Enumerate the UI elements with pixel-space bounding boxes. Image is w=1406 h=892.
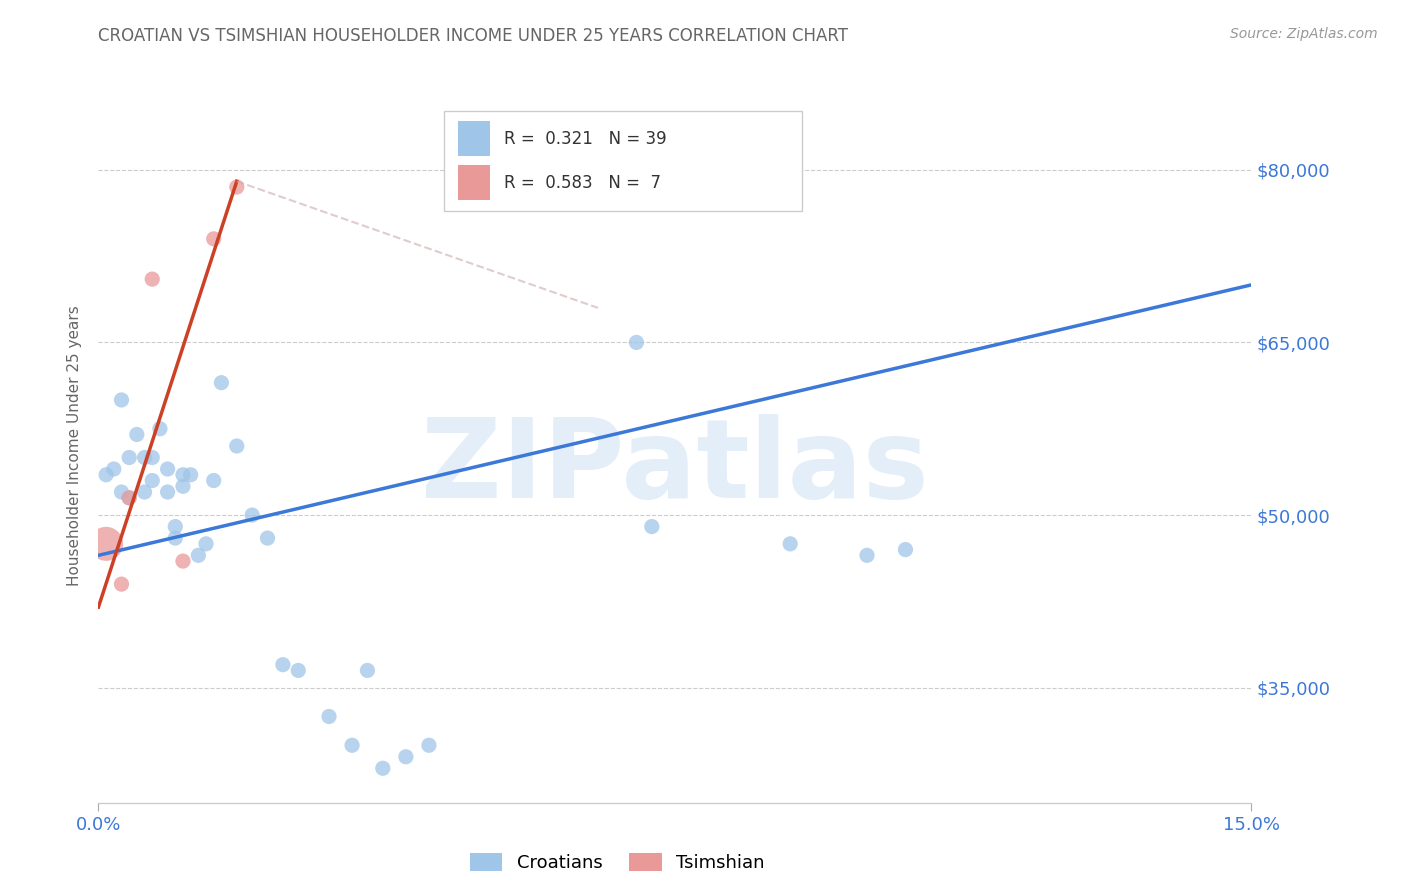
Point <box>156 485 179 500</box>
Point <box>118 491 141 505</box>
Point <box>165 531 187 545</box>
Point <box>209 376 232 390</box>
Point <box>271 657 294 672</box>
Point <box>118 450 141 465</box>
Text: R =  0.583   N =  7: R = 0.583 N = 7 <box>505 174 661 192</box>
Point <box>172 479 194 493</box>
Point <box>195 537 218 551</box>
Point <box>110 392 132 407</box>
Point <box>256 531 278 545</box>
Legend: Croatians, Tsimshian: Croatians, Tsimshian <box>463 846 772 880</box>
Point <box>110 577 132 591</box>
Bar <box>458 121 491 156</box>
Point <box>110 485 132 500</box>
Point <box>94 537 117 551</box>
Point <box>856 549 879 563</box>
Point <box>418 738 440 752</box>
Text: ZIPatlas: ZIPatlas <box>420 414 929 521</box>
Point <box>172 554 194 568</box>
Point <box>240 508 263 522</box>
Text: Source: ZipAtlas.com: Source: ZipAtlas.com <box>1230 27 1378 41</box>
Bar <box>458 165 491 200</box>
Point <box>187 549 209 563</box>
Point <box>118 491 141 505</box>
Point <box>94 467 117 482</box>
Point <box>225 439 247 453</box>
FancyBboxPatch shape <box>444 111 801 211</box>
Point <box>165 519 187 533</box>
Point <box>125 427 148 442</box>
Point <box>134 485 156 500</box>
Point <box>202 232 225 246</box>
Point <box>641 519 664 533</box>
Point <box>340 738 363 752</box>
Point <box>149 422 172 436</box>
Text: R =  0.321   N = 39: R = 0.321 N = 39 <box>505 129 666 147</box>
Point <box>141 272 163 286</box>
Y-axis label: Householder Income Under 25 years: Householder Income Under 25 years <box>67 306 83 586</box>
Point <box>356 664 378 678</box>
Point <box>156 462 179 476</box>
Point <box>318 709 340 723</box>
Text: CROATIAN VS TSIMSHIAN HOUSEHOLDER INCOME UNDER 25 YEARS CORRELATION CHART: CROATIAN VS TSIMSHIAN HOUSEHOLDER INCOME… <box>98 27 848 45</box>
Point <box>180 467 202 482</box>
Point <box>626 335 648 350</box>
Point <box>141 474 163 488</box>
Point <box>287 664 309 678</box>
Point <box>894 542 917 557</box>
Point <box>202 474 225 488</box>
Point <box>225 180 247 194</box>
Point <box>371 761 394 775</box>
Point <box>395 749 418 764</box>
Point <box>779 537 801 551</box>
Point <box>134 450 156 465</box>
Point <box>103 462 125 476</box>
Point <box>141 450 163 465</box>
Point <box>172 467 194 482</box>
